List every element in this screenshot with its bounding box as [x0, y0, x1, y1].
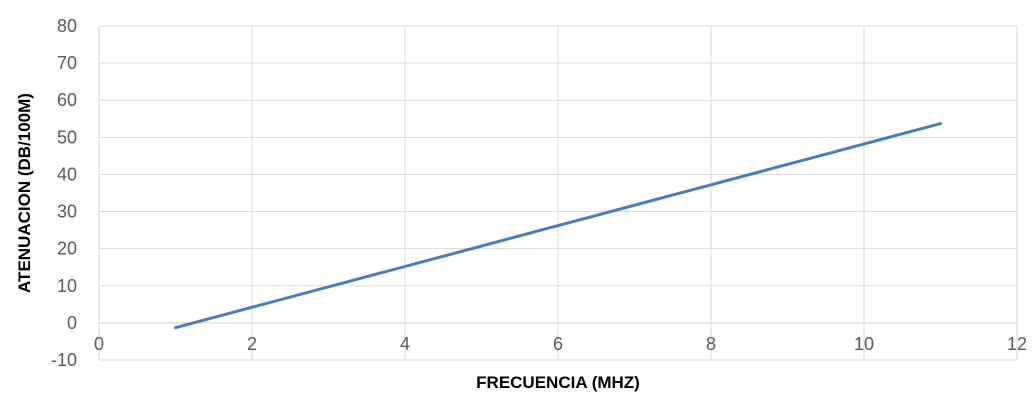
x-tick-label: 8	[706, 334, 716, 354]
x-tick-label: 10	[854, 334, 874, 354]
y-tick-label: 20	[57, 239, 77, 259]
x-axis-title: FRECUENCIA (MHZ)	[476, 373, 640, 392]
x-tick-label: 0	[94, 334, 104, 354]
x-tick-labels: 0 2 4 6 8 10 12	[94, 334, 1027, 354]
series-line	[174, 122, 942, 330]
x-tick-label: 4	[400, 334, 410, 354]
grid-lines	[99, 25, 1018, 361]
x-tick-label: 6	[553, 334, 563, 354]
y-tick-label: 80	[57, 16, 77, 36]
y-tick-label: 50	[57, 127, 77, 147]
series-layer	[174, 122, 942, 330]
y-tick-label: 40	[57, 164, 77, 184]
axis-lines	[98, 26, 1017, 360]
y-tick-label: -10	[51, 350, 77, 370]
y-tick-label: 60	[57, 90, 77, 110]
y-tick-labels: -10 0 10 20 30 40 50 60 70 80	[51, 16, 77, 370]
y-axis-title: ATENUACION (DB/100M)	[15, 93, 34, 293]
y-tick-label: 10	[57, 276, 77, 296]
x-tick-label: 2	[247, 334, 257, 354]
y-tick-label: 30	[57, 202, 77, 222]
y-tick-label: 0	[67, 313, 77, 333]
x-tick-label: 12	[1007, 334, 1027, 354]
y-tick-label: 70	[57, 53, 77, 73]
